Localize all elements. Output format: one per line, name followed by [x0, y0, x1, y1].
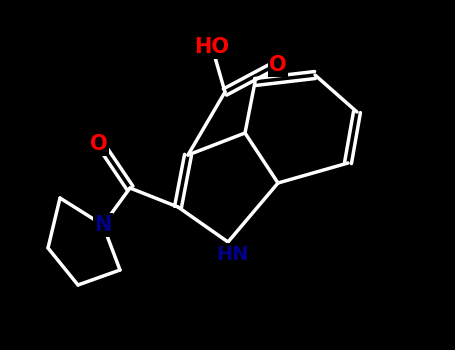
Text: O: O [269, 55, 287, 75]
Text: HN: HN [216, 245, 248, 264]
Text: N: N [94, 215, 111, 235]
Text: O: O [90, 134, 108, 154]
Text: HO: HO [194, 37, 229, 57]
